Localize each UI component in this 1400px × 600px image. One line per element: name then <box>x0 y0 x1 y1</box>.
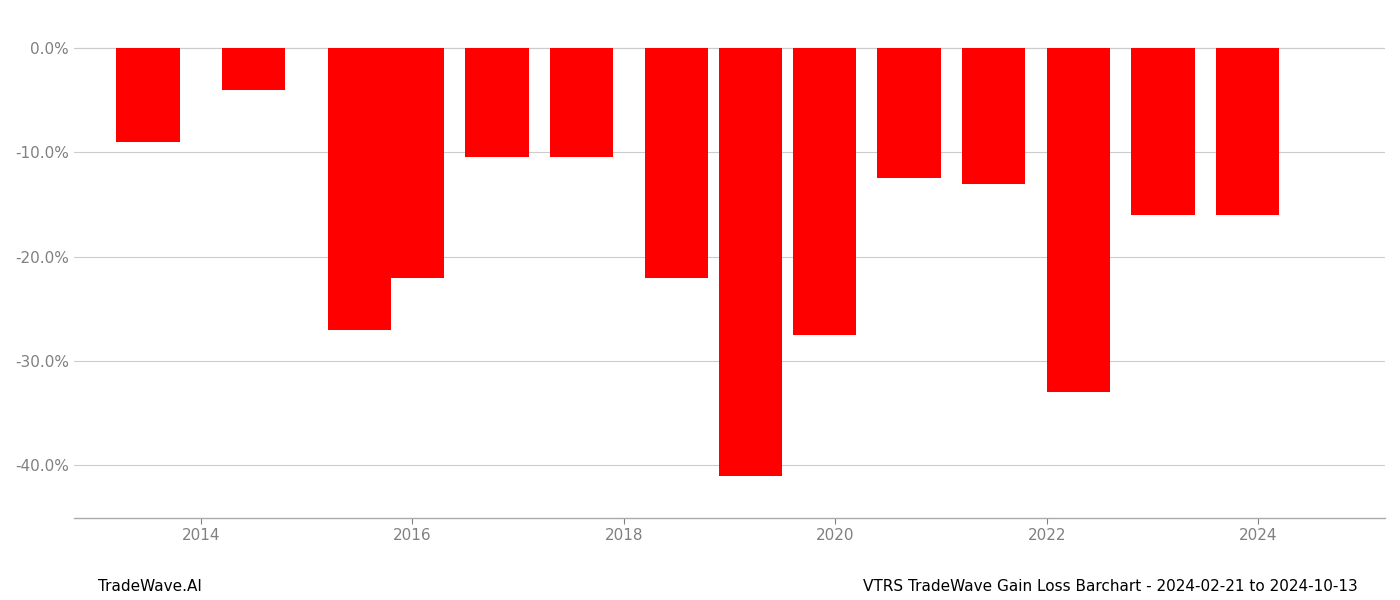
Text: VTRS TradeWave Gain Loss Barchart - 2024-02-21 to 2024-10-13: VTRS TradeWave Gain Loss Barchart - 2024… <box>864 579 1358 594</box>
Bar <box>1215 48 1280 215</box>
Bar <box>718 48 783 476</box>
Bar <box>116 48 179 142</box>
Bar <box>792 48 857 335</box>
Text: TradeWave.AI: TradeWave.AI <box>98 579 202 594</box>
Bar <box>550 48 613 157</box>
Bar <box>962 48 1025 184</box>
Bar <box>381 48 444 278</box>
Bar <box>878 48 941 178</box>
Bar <box>645 48 708 278</box>
Bar <box>1131 48 1194 215</box>
Bar <box>221 48 286 89</box>
Bar <box>328 48 391 330</box>
Bar <box>465 48 529 157</box>
Bar <box>1047 48 1110 392</box>
